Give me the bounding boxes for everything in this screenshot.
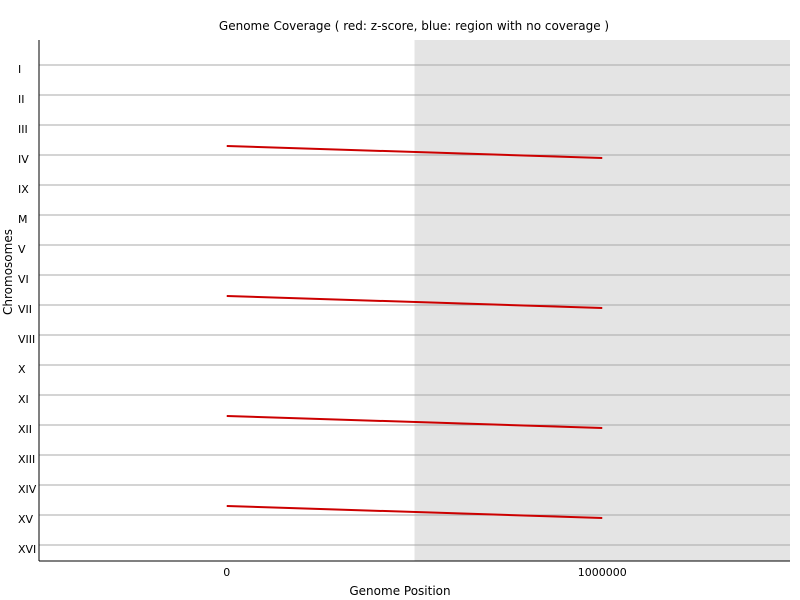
category-label-iii: III — [18, 123, 28, 136]
shaded-region — [414, 40, 790, 561]
zscore-line-xv — [226, 505, 603, 519]
category-label-ix: IX — [18, 183, 29, 196]
category-label-i: I — [18, 63, 21, 76]
chart-title: Genome Coverage ( red: z-score, blue: re… — [219, 19, 609, 33]
zscore-line-iv — [226, 145, 603, 159]
category-label-xvi: XVI — [18, 543, 36, 556]
category-label-vi: VI — [18, 273, 29, 286]
category-label-xi: XI — [18, 393, 29, 406]
category-label-m: M — [18, 213, 28, 226]
category-label-iv: IV — [18, 153, 29, 166]
y-axis-label: Chromosomes — [1, 229, 15, 315]
category-label-xv: XV — [18, 513, 34, 526]
category-label-vii: VII — [18, 303, 32, 316]
category-label-ii: II — [18, 93, 25, 106]
category-label-xii: XII — [18, 423, 32, 436]
x-tick-label-0: 0 — [223, 566, 230, 579]
zscore-line-vii — [226, 295, 603, 309]
x-axis-label: Genome Position — [349, 584, 450, 598]
x-tick-label-1: 1000000 — [578, 566, 627, 579]
category-label-viii: VIII — [18, 333, 35, 346]
category-label-xiii: XIII — [18, 453, 35, 466]
category-label-x: X — [18, 363, 26, 376]
category-label-v: V — [18, 243, 26, 256]
zscore-line-xii — [226, 415, 603, 429]
category-label-xiv: XIV — [18, 483, 37, 496]
